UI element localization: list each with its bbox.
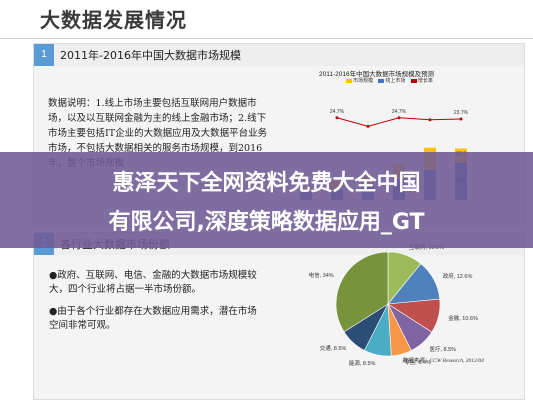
growth-point-2013 — [366, 124, 370, 128]
growth-point-2014 — [397, 116, 401, 120]
growth-point-2015 — [428, 118, 432, 122]
growth-point-2016 — [459, 117, 463, 121]
banner-line-2: 有限公司,深度策略数据应用_GT — [108, 210, 425, 235]
page-title: 大数据发展情况 — [40, 8, 187, 32]
legend-swatch-online — [378, 78, 385, 83]
industry-pie-chart — [335, 251, 441, 357]
legend-online: 线上市场 — [385, 78, 406, 84]
pie-label: 电信, 34% — [308, 273, 334, 280]
overlay-banner — [0, 152, 533, 248]
pie-label: 政府, 12.6% — [442, 273, 473, 280]
legend-total: 市场规模 — [353, 78, 374, 84]
pie-label: 互联网, 10.9% — [408, 245, 444, 252]
title-divider — [0, 38, 533, 39]
growth-label: 24.7% — [392, 109, 407, 115]
pie-label: 医疗, 8.5% — [429, 346, 457, 353]
section-header: 1 2011年-2016年中国大数据市场规模 — [34, 44, 524, 66]
pie-label: 交通, 8.5% — [319, 346, 347, 353]
growth-label: 23.7% — [454, 110, 469, 116]
pie-label: 金融, 10.6% — [448, 316, 478, 323]
chart-title: 2011-2016年中国大数据市场规模及预测 — [319, 71, 435, 78]
bullet-item: ●政府、互联网、电信、金融的大数据市场规模较大，四个行业将占据一半市场份额。 — [49, 270, 257, 295]
bullet-list: ●政府、互联网、电信、金融的大数据市场规模较大，四个行业将占据一半市场份额。 ●… — [49, 269, 259, 341]
pie-slice-电信 — [335, 251, 389, 333]
legend-growth: 增长率 — [417, 78, 433, 84]
section-number: 1 — [34, 44, 54, 66]
legend-swatch-growth — [410, 78, 417, 83]
pie-label: 能源, 8.5% — [348, 360, 376, 367]
banner-line-1: 惠泽天下全网资料免费大全中国 — [112, 171, 421, 196]
pie-label: 零售, 6.4% — [404, 359, 431, 366]
chart-legend: 市场规模 线上市场 增长率 — [342, 77, 433, 84]
section-title: 2011年-2016年中国大数据市场规模 — [60, 49, 241, 62]
bullet-item: ●由于各个行业都存在大数据应用需求，潜在市场空间非常可观。 — [49, 306, 257, 331]
pie-source: 数据来源：CCW Research, 2012/04 — [402, 358, 484, 364]
section-industry-share: 2 各行业大数据市场份额 ●政府、互联网、电信、金融的大数据市场规模较大，四个行… — [33, 232, 525, 400]
growth-point-2012 — [335, 116, 339, 120]
growth-label: 24.7% — [330, 109, 345, 115]
legend-swatch-total — [346, 78, 352, 83]
